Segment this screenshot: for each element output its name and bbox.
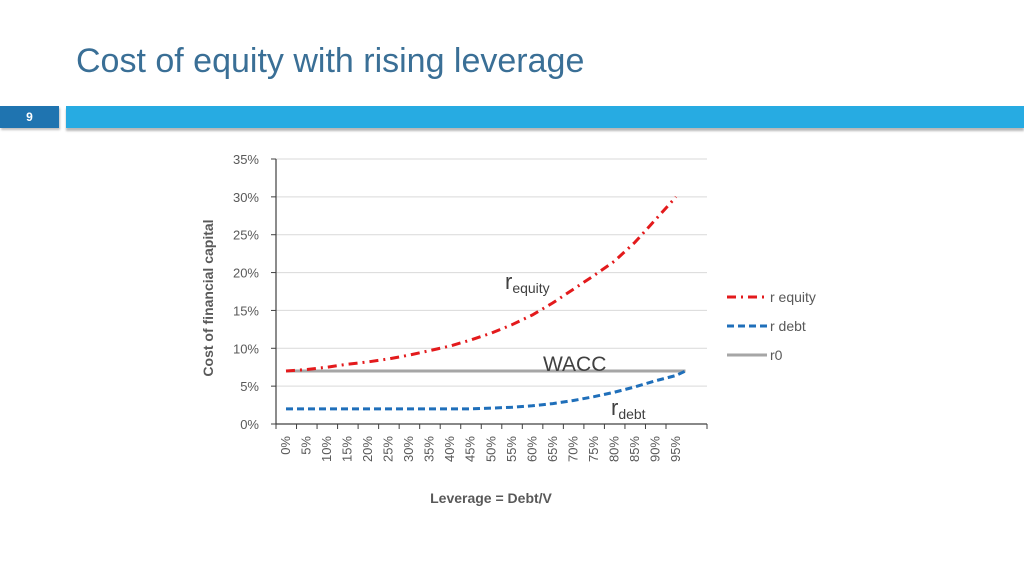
x-tick-label: 65% xyxy=(545,436,560,462)
x-tick-label: 5% xyxy=(299,436,314,455)
r-equity-annotation: requity xyxy=(505,269,550,296)
x-tick-label: 35% xyxy=(422,436,437,462)
legend-label: r equity xyxy=(770,289,816,305)
series-lines xyxy=(285,195,687,411)
r-debt-annotation-sub: debt xyxy=(618,406,645,422)
x-tick-label: 10% xyxy=(319,436,334,462)
legend-label: r0 xyxy=(770,347,783,363)
x-tick-label: 60% xyxy=(524,436,539,462)
x-tick-label: 55% xyxy=(504,436,519,462)
legend-label: r debt xyxy=(770,318,806,334)
x-tick-label: 25% xyxy=(381,436,396,462)
x-tick-label: 40% xyxy=(442,436,457,462)
legend: r equity r debt r0 xyxy=(727,289,816,363)
slide-title: Cost of equity with rising leverage xyxy=(76,42,585,80)
x-tick-label: 95% xyxy=(668,436,683,462)
axes xyxy=(271,158,708,429)
series-line-r-equity xyxy=(285,195,678,373)
y-tick-label: 35% xyxy=(233,152,259,167)
title-bar-divider xyxy=(66,106,1024,128)
slide-number: 9 xyxy=(0,106,59,128)
y-tick-label: 20% xyxy=(233,266,259,281)
x-tick-label: 45% xyxy=(463,436,478,462)
x-tick-label: 80% xyxy=(606,436,621,462)
r-debt-annotation-base: r xyxy=(611,395,618,420)
y-tick-label: 30% xyxy=(233,190,259,205)
x-tick-label: 30% xyxy=(401,436,416,462)
x-tick-label: 50% xyxy=(483,436,498,462)
r-debt-annotation: rdebt xyxy=(611,395,646,422)
x-tick-label: 85% xyxy=(627,436,642,462)
x-tick-label: 20% xyxy=(360,436,375,462)
y-tick-label: 15% xyxy=(233,303,259,318)
x-tick-label: 75% xyxy=(586,436,601,462)
y-tick-label: 5% xyxy=(240,379,259,394)
r-equity-annotation-base: r xyxy=(505,269,512,294)
grid-lines xyxy=(276,158,707,387)
x-tick-label: 70% xyxy=(565,436,580,462)
x-tick-label: 90% xyxy=(647,436,662,462)
r-equity-annotation-sub: equity xyxy=(512,280,549,296)
y-tick-label: 0% xyxy=(240,417,259,432)
tick-labels: 0% 5% 10% 15% 20% 25% 30% 35% 0% 5% 10% 15% 20% 25% 30… xyxy=(233,152,683,462)
y-axis-label: Cost of financial capital xyxy=(200,219,216,376)
y-tick-label: 25% xyxy=(233,228,259,243)
x-axis-label: Leverage = Debt/V xyxy=(430,490,552,506)
x-tick-label: 0% xyxy=(278,436,293,455)
y-tick-label: 10% xyxy=(233,341,259,356)
wacc-annotation: WACC xyxy=(543,353,606,376)
x-tick-label: 15% xyxy=(340,436,355,462)
series-line-r-debt xyxy=(286,369,687,411)
